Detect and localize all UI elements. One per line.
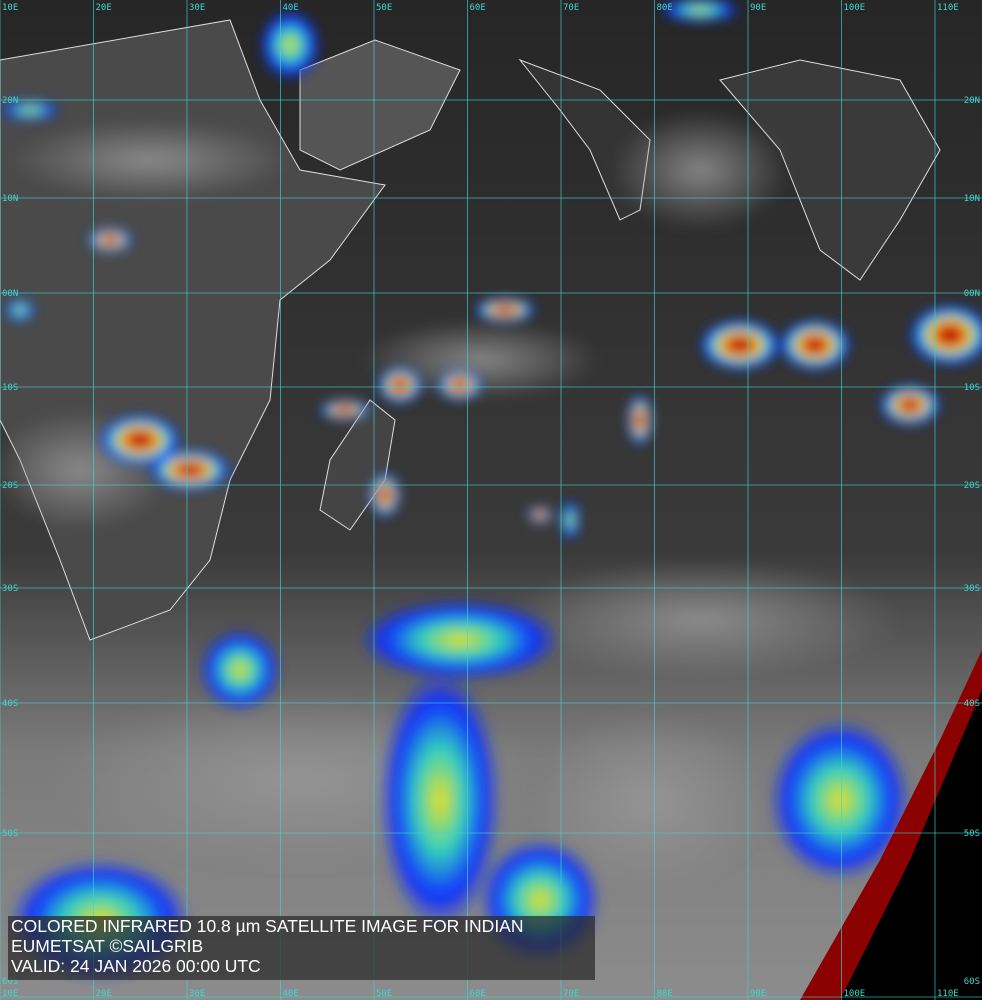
longitude-label: 30E [189,989,205,999]
cloud-cluster [560,500,580,540]
latitude-label: 10N [2,194,18,204]
longitude-label: 110E [937,3,959,13]
longitude-label: 90E [750,3,766,13]
cloud-cluster [628,395,652,445]
longitude-label: 10E [2,989,18,999]
cloud-cluster [150,450,230,490]
cloud-cluster [700,320,780,370]
cloud-cluster [260,10,320,80]
latitude-label: 10S [2,383,18,393]
longitude-label: 100E [844,3,866,13]
latitude-label: 10S [964,383,980,393]
latitude-label: 20N [2,96,18,106]
caption-title: COLORED INFRARED 10.8 µm SATELLITE IMAGE… [11,916,524,936]
latitude-label: 50S [2,829,18,839]
cloud-cluster [528,507,552,523]
cloud-cluster [360,600,560,680]
longitude-label: 90E [750,989,766,999]
latitude-label: 10N [964,194,980,204]
caption-valid-time: VALID: 24 JAN 2026 00:00 UTC [11,956,261,976]
cloud-cluster [770,720,910,880]
longitude-label: 40E [283,3,299,13]
cloud-cluster [438,370,482,400]
cloud-cluster [378,367,422,403]
cloud-cluster [475,298,535,322]
longitude-label: 110E [937,989,959,999]
longitude-label: 60E [470,3,486,13]
latitude-label: 20N [964,96,980,106]
cloud-cluster [100,415,180,465]
longitude-label: 10E [2,3,18,13]
cloud-cluster [370,473,400,517]
latitude-label: 30S [964,584,980,594]
latitude-label: 60S [2,977,18,987]
latitude-label: 40S [964,699,980,709]
latitude-label: 60S [964,977,980,987]
longitude-label: 100E [844,989,866,999]
caption-source: EUMETSAT ©SAILGRIB [11,936,204,956]
cloud-cluster [780,320,850,370]
latitude-label: 20S [964,481,980,491]
longitude-label: 80E [657,3,673,13]
latitude-label: 20S [2,481,18,491]
cloud-cluster [380,670,500,930]
cloud-cluster [910,305,982,365]
longitude-label: 70E [563,3,579,13]
longitude-label: 50E [376,3,392,13]
latitude-label: 30S [2,584,18,594]
cloud-cluster [88,228,132,252]
cloud-cluster [5,298,35,322]
latitude-label: 40S [2,699,18,709]
longitude-label: 20E [96,989,112,999]
longitude-label: 30E [189,3,205,13]
image-caption: COLORED INFRARED 10.8 µm SATELLITE IMAGE… [8,916,595,980]
longitude-label: 40E [283,989,299,999]
longitude-label: 60E [470,989,486,999]
cloud-cluster [880,385,940,425]
cloud-cluster [660,0,740,22]
longitude-label: 50E [376,989,392,999]
longitude-label: 20E [96,3,112,13]
latitude-label: 50S [964,829,980,839]
longitude-label: 80E [657,989,673,999]
cloud-cluster [0,100,60,120]
cloud-cluster [320,400,370,420]
longitude-label: 70E [563,989,579,999]
latitude-label: 00N [2,289,18,299]
cloud-cluster [200,630,280,710]
latitude-label: 00N [964,289,980,299]
